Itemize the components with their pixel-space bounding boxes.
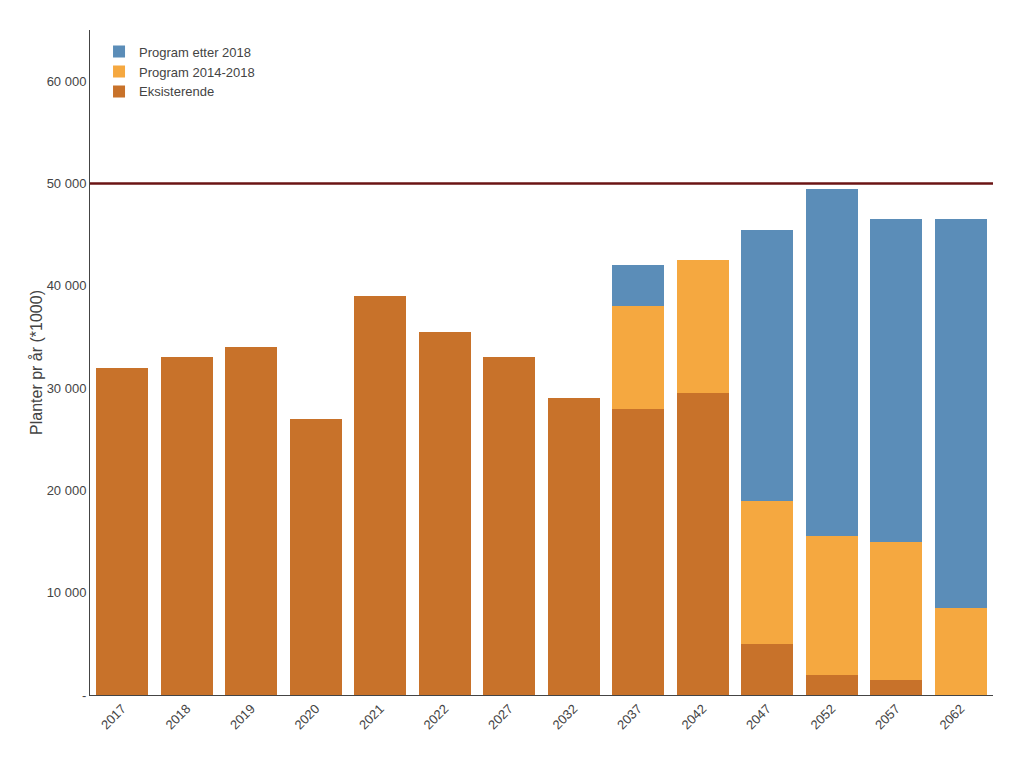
svg-text:2018: 2018	[162, 701, 193, 732]
svg-text:2047: 2047	[743, 701, 774, 732]
svg-text:2020: 2020	[291, 701, 322, 732]
svg-text:2022: 2022	[420, 701, 451, 732]
svg-text:2037: 2037	[614, 701, 645, 732]
svg-text:2032: 2032	[549, 701, 580, 732]
svg-text:2062: 2062	[936, 701, 967, 732]
svg-text:-: -	[82, 688, 86, 703]
svg-text:20 000: 20 000	[47, 483, 87, 498]
svg-text:10 000: 10 000	[47, 585, 87, 600]
svg-text:2017: 2017	[98, 701, 129, 732]
svg-text:2019: 2019	[227, 701, 258, 732]
svg-text:40 000: 40 000	[47, 278, 87, 293]
svg-text:50 000: 50 000	[47, 176, 87, 191]
svg-text:Eksisterende: Eksisterende	[139, 84, 214, 99]
svg-text:2021: 2021	[356, 701, 387, 732]
svg-text:2057: 2057	[872, 701, 903, 732]
svg-text:Planter pr år (*1000): Planter pr år (*1000)	[28, 290, 45, 435]
svg-text:30 000: 30 000	[47, 381, 87, 396]
svg-text:Program 2014-2018: Program 2014-2018	[139, 65, 255, 80]
svg-text:2052: 2052	[807, 701, 838, 732]
svg-text:Program etter 2018: Program etter 2018	[139, 45, 251, 60]
svg-text:60 000: 60 000	[47, 74, 87, 89]
svg-text:2042: 2042	[678, 701, 709, 732]
svg-text:2027: 2027	[485, 701, 516, 732]
